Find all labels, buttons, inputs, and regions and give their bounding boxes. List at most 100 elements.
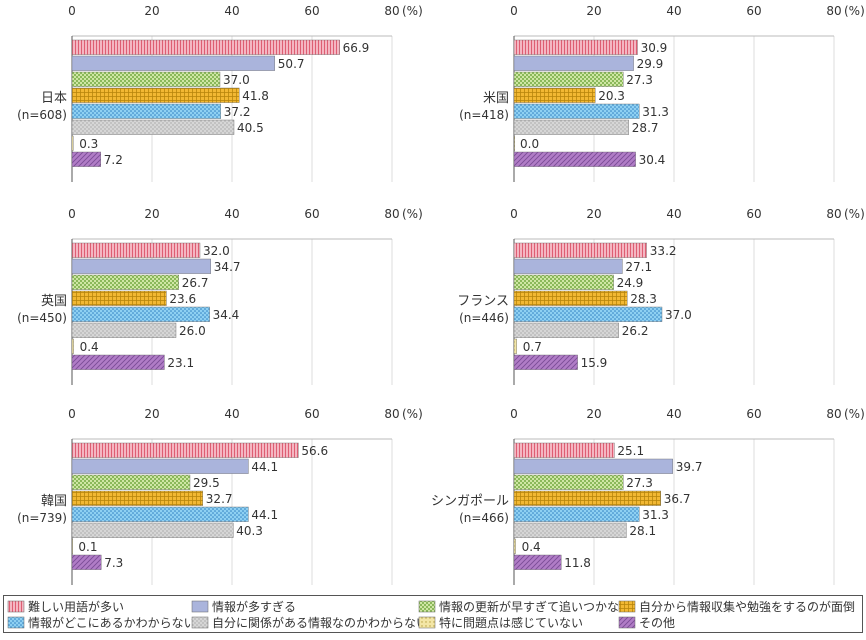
bar-value-label: 28.1 [629,524,656,538]
bar-value-label: 32.0 [203,244,230,258]
bar [513,87,596,103]
bar-value-label: 37.2 [224,105,251,119]
bar-value-label: 31.3 [642,508,669,522]
bar [513,354,578,370]
bar [71,71,221,87]
x-tick-label: 60 [304,4,319,18]
bar-value-label: 56.6 [301,444,328,458]
legend-swatch [7,600,25,613]
bar [71,490,204,506]
chart-panel-1: 0 20 40 60 80 (%) 30.9 29.9 27.320.3 31.3 28.7 0.0 3… [459,4,865,182]
x-tick-label: 20 [144,4,159,18]
bar-value-label: 11.8 [564,556,591,570]
legend: 難しい用語が多い 情報が多すぎる 情報の更新が早すぎて追いつかない 自分から情報収集や… [3,595,863,633]
bar-value-label: 0.0 [520,137,539,151]
legend-swatch [7,616,25,629]
bar-value-label: 27.3 [626,476,653,490]
x-tick-label: 0 [68,407,76,421]
bar [513,135,516,151]
x-tick-label: 40 [224,207,239,221]
bar-value-label: 36.7 [664,492,691,506]
bar-value-label: 39.7 [676,460,703,474]
x-tick-label: 40 [224,407,239,421]
bar [71,522,234,538]
bar-value-label: 44.1 [251,508,278,522]
x-axis-unit: (%) [402,407,423,421]
bar [513,151,636,167]
panel-n-label: (n=608) [17,108,67,122]
bar [71,322,177,338]
bar [71,338,74,354]
chart-panel-0: 0 20 40 60 80 (%) 66.9 50.7 37.0 41.8 37.2 40.5 0.3 7… [17,4,423,182]
bar [71,242,201,258]
bar [513,274,614,290]
bar [513,442,615,458]
bar [71,538,74,554]
x-tick-label: 80 [384,407,399,421]
legend-label: 情報の更新が早すぎて追いつかない [439,599,631,614]
legend-swatch [618,616,636,629]
x-axis-unit: (%) [402,207,423,221]
bar-value-label: 23.6 [169,292,196,306]
bar-value-label: 25.1 [617,444,644,458]
bar [513,522,627,538]
legend-label: 自分に関係がある情報なのかわからない [212,615,428,630]
bar-value-label: 27.3 [626,73,653,87]
bar-value-label: 41.8 [242,89,269,103]
bar-value-label: 0.3 [79,137,98,151]
bar-value-label: 27.1 [625,260,652,274]
x-tick-label: 20 [586,207,601,221]
panel-country-label: 英国 [41,294,67,309]
bar [71,119,235,135]
x-axis-unit: (%) [402,4,423,18]
legend-swatch [191,600,209,613]
bar [513,474,624,490]
bar [513,338,517,354]
x-tick-label: 40 [666,407,681,421]
x-axis-unit: (%) [844,407,865,421]
x-axis-unit: (%) [844,207,865,221]
legend-label: 自分から情報収集や勉強をするのが面倒 [639,599,855,614]
bar [71,474,191,490]
bar-value-label: 31.3 [642,105,669,119]
bar-value-label: 23.1 [167,356,194,370]
bar [71,458,249,474]
bar [71,274,180,290]
panel-country-label: 日本 [41,91,67,106]
legend-swatch [418,616,436,629]
x-tick-label: 80 [826,207,841,221]
bar [513,258,623,274]
panel-n-label: (n=466) [459,511,509,525]
bar-value-label: 37.0 [665,308,692,322]
bar-value-label: 26.0 [179,324,206,338]
panel-n-label: (n=446) [459,311,509,325]
bar-value-label: 0.4 [80,340,99,354]
bar-value-label: 33.2 [650,244,677,258]
panel-n-label: (n=739) [17,511,67,525]
panel-country-label: 韓国 [41,494,67,509]
x-tick-label: 20 [586,407,601,421]
legend-label: 特に問題点は感じていない [439,615,583,630]
x-tick-label: 20 [144,407,159,421]
bar [513,55,634,71]
x-tick-label: 80 [384,4,399,18]
bar-value-label: 28.3 [630,292,657,306]
panel-n-label: (n=418) [459,108,509,122]
chart-panel-3: 0 20 40 60 80 (%) 33.2 27.1 24.9 28.3 37.0 26.2 0.7 1… [457,207,865,385]
panel-country-label: 米国 [483,91,509,106]
bar [71,442,299,458]
panel-country-label: シンガポール [431,494,509,509]
bar [513,458,674,474]
x-tick-label: 60 [746,407,761,421]
x-tick-label: 60 [304,207,319,221]
chart-panel-2: 0 20 40 60 80 (%) 32.0 34.7 26.7 23.6 34.4 26.0 0.4 2… [17,207,423,385]
legend-label: 情報が多すぎる [212,599,296,614]
bar-value-label: 24.9 [617,276,644,290]
bar-value-label: 15.9 [581,356,608,370]
bar [513,322,620,338]
bar-value-label: 44.1 [251,460,278,474]
x-tick-label: 40 [224,4,239,18]
bar-value-label: 0.4 [522,540,541,554]
bar [71,554,102,570]
